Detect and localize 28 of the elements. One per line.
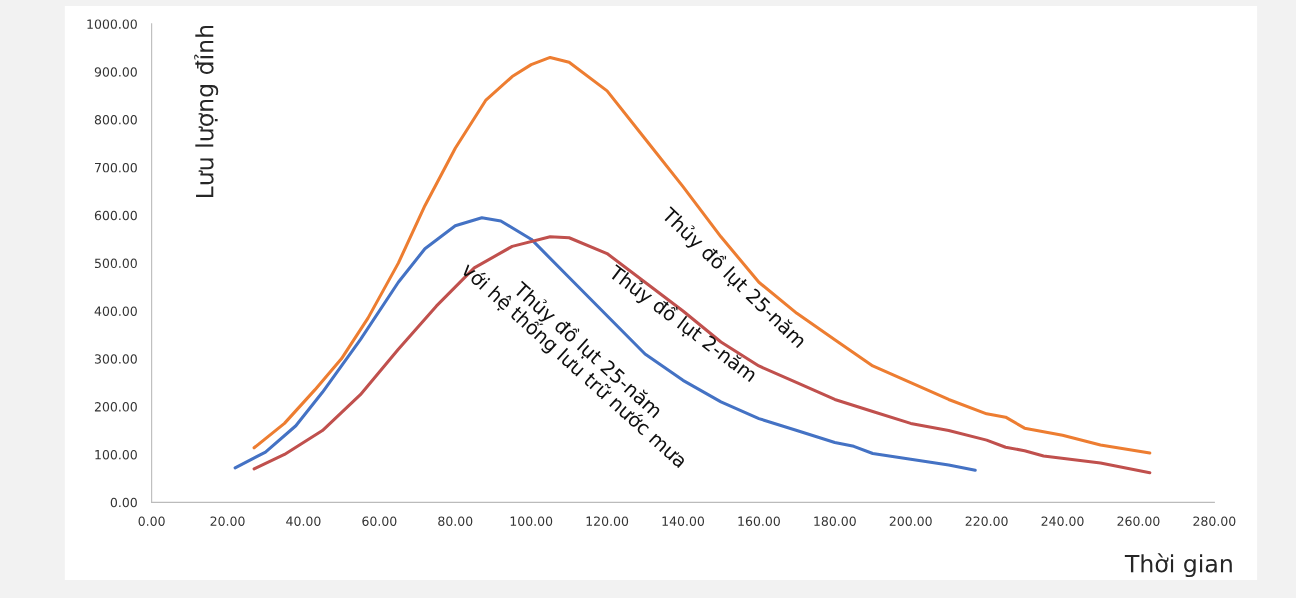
x-tick-label: 80.00 <box>438 516 473 526</box>
y-axis-title: Lưu lượng đỉnh <box>194 25 219 198</box>
y-tick-label: 900.00 <box>94 67 137 77</box>
x-tick-label: 40.00 <box>286 516 321 526</box>
x-tick-label: 260.00 <box>1117 516 1160 526</box>
x-tick-label: 180.00 <box>814 516 856 526</box>
y-tick-label: 500.00 <box>94 258 137 269</box>
x-tick-label: 220.00 <box>965 516 1008 526</box>
x-tick-label: 60.00 <box>362 516 397 526</box>
x-tick-label: 240.00 <box>1041 516 1084 526</box>
x-tick-label: 100.00 <box>510 516 553 526</box>
x-tick-label: 160.00 <box>738 516 780 526</box>
x-tick-label: 20.00 <box>210 516 245 526</box>
y-tick-label: 700.00 <box>95 162 137 173</box>
y-tick-label: 100.00 <box>95 449 137 460</box>
y-tick-label: 800.00 <box>94 115 137 125</box>
x-tick-label: 140.00 <box>662 516 705 526</box>
y-tick-label: 600.00 <box>94 210 137 221</box>
x-tick-label: 280.00 <box>1193 516 1236 526</box>
y-tick-label: 0.00 <box>110 497 137 508</box>
y-tick-label: 200.00 <box>94 402 137 412</box>
y-tick-label: 400.00 <box>94 306 137 316</box>
y-tick-label: 300.00 <box>94 354 137 364</box>
y-tick-label: 1000.00 <box>87 19 137 29</box>
x-tick-label: 0.00 <box>138 516 165 526</box>
x-tick-label: 200.00 <box>889 516 932 526</box>
x-tick-label: 120.00 <box>586 516 629 526</box>
x-axis-title: Thời gian <box>1124 553 1232 578</box>
